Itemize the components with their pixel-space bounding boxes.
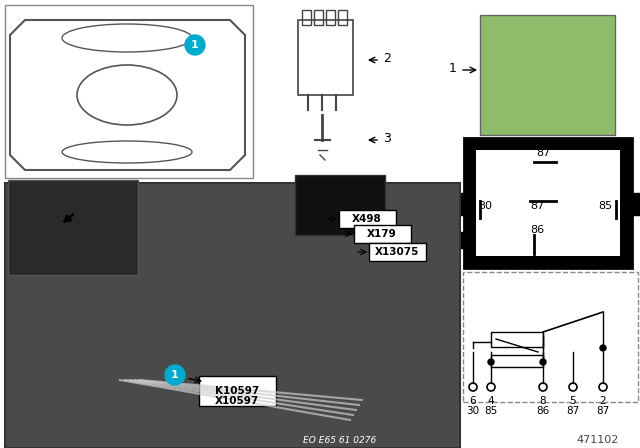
Bar xyxy=(491,355,543,367)
FancyBboxPatch shape xyxy=(199,376,276,406)
FancyBboxPatch shape xyxy=(354,225,411,243)
Circle shape xyxy=(488,359,494,365)
Bar xyxy=(561,140,569,160)
Bar xyxy=(536,140,544,160)
Text: X13075: X13075 xyxy=(375,247,419,257)
Text: 30: 30 xyxy=(478,201,492,211)
Circle shape xyxy=(540,359,546,365)
Text: X10597: X10597 xyxy=(215,396,259,406)
Text: 87: 87 xyxy=(536,148,550,158)
Text: 87: 87 xyxy=(530,201,544,211)
Text: 86: 86 xyxy=(536,406,550,416)
Bar xyxy=(476,150,620,256)
Text: 6: 6 xyxy=(470,396,476,406)
Text: 87: 87 xyxy=(566,406,580,416)
Text: 4: 4 xyxy=(488,396,494,406)
Bar xyxy=(464,138,632,268)
Circle shape xyxy=(165,365,185,385)
Bar xyxy=(314,10,323,25)
Bar xyxy=(8,180,138,275)
FancyBboxPatch shape xyxy=(339,210,396,228)
Text: X498: X498 xyxy=(352,214,382,224)
Bar xyxy=(480,15,615,135)
Text: 1: 1 xyxy=(171,370,179,380)
Bar xyxy=(454,232,464,248)
Text: 87: 87 xyxy=(596,406,610,416)
Text: 85: 85 xyxy=(484,406,498,416)
Text: X179: X179 xyxy=(367,229,397,239)
Text: 1: 1 xyxy=(191,40,199,50)
Circle shape xyxy=(600,345,606,351)
Text: 2: 2 xyxy=(600,396,606,406)
Text: 8: 8 xyxy=(540,396,547,406)
Bar xyxy=(6,184,459,447)
Text: 30: 30 xyxy=(467,406,479,416)
Bar xyxy=(454,193,464,215)
Text: 5: 5 xyxy=(570,396,576,406)
Bar xyxy=(338,10,347,25)
Bar xyxy=(463,272,638,402)
Text: 86: 86 xyxy=(530,225,544,235)
FancyBboxPatch shape xyxy=(369,243,426,261)
Text: 1: 1 xyxy=(449,61,457,74)
Bar xyxy=(632,193,640,215)
Text: 2: 2 xyxy=(383,52,391,65)
Text: EO E65 61 0276: EO E65 61 0276 xyxy=(303,435,376,444)
Text: 85: 85 xyxy=(598,201,612,211)
Text: 3: 3 xyxy=(383,132,391,145)
Bar xyxy=(491,332,543,347)
Bar xyxy=(5,183,460,448)
Bar xyxy=(5,5,253,178)
Bar xyxy=(302,10,311,25)
Circle shape xyxy=(185,35,205,55)
Bar xyxy=(326,10,335,25)
Text: K10597: K10597 xyxy=(215,386,259,396)
Text: 471102: 471102 xyxy=(577,435,619,445)
Bar xyxy=(295,175,385,235)
Bar xyxy=(298,20,353,95)
Bar xyxy=(506,140,514,160)
